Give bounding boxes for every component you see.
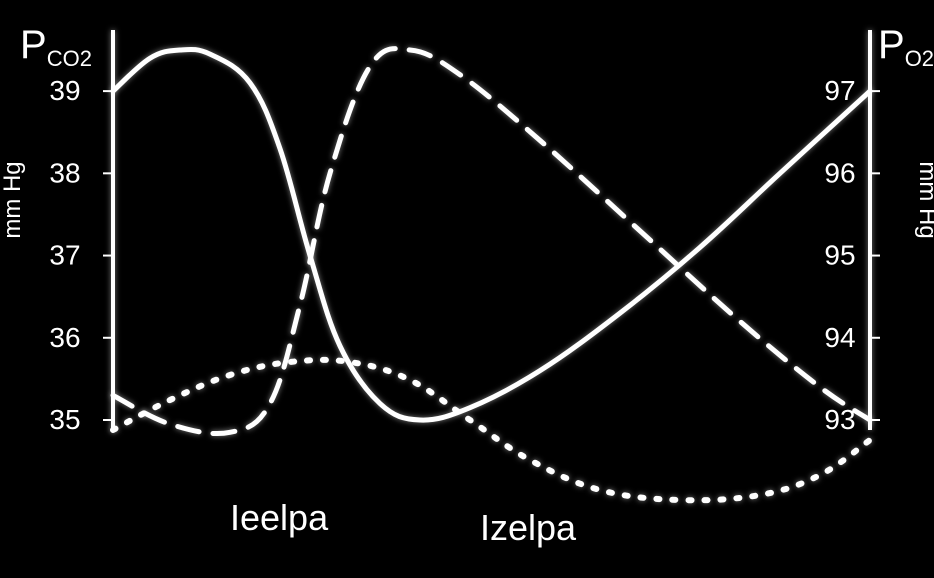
left-tick-label: 39 — [49, 75, 80, 106]
partial-pressure-chart: 35363738399394959697PCO2PO2mm Hgmm HgIee… — [0, 0, 934, 578]
left-tick-label: 35 — [49, 404, 80, 435]
left-tick-label: 36 — [49, 322, 80, 353]
right-tick-label: 94 — [824, 322, 855, 353]
right-tick-label: 93 — [824, 404, 855, 435]
left-unit-label: mm Hg — [0, 161, 26, 238]
right-tick-label: 97 — [824, 75, 855, 106]
right-tick-label: 95 — [824, 240, 855, 271]
chart-bg — [0, 0, 934, 578]
left-tick-label: 37 — [49, 240, 80, 271]
x-label: Ieelpa — [230, 497, 329, 538]
left-tick-label: 38 — [49, 157, 80, 188]
x-label: Izelpa — [480, 507, 577, 548]
right-tick-label: 96 — [824, 157, 855, 188]
right-unit-label: mm Hg — [914, 161, 934, 238]
